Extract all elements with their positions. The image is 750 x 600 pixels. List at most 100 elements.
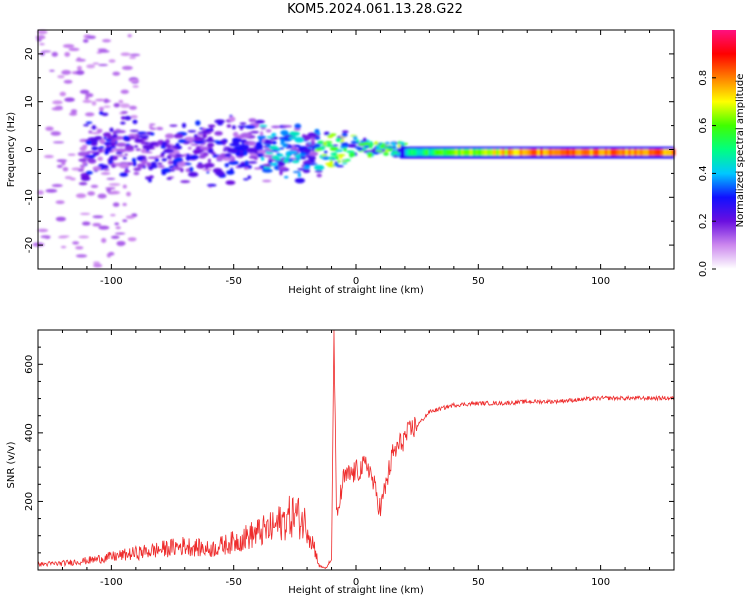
heatmap-cell bbox=[45, 188, 58, 193]
y-tick-label: -20 bbox=[24, 237, 35, 253]
heatmap-cell bbox=[342, 130, 349, 134]
heatmap-cell bbox=[140, 138, 149, 141]
heatmap-cell bbox=[134, 138, 143, 143]
heatmap-cell bbox=[79, 89, 90, 94]
heatmap-cell bbox=[121, 110, 128, 114]
heatmap-cell bbox=[341, 138, 345, 142]
heatmap-cell bbox=[416, 149, 421, 156]
heatmap-cell bbox=[387, 146, 395, 149]
heatmap-cell bbox=[407, 149, 412, 156]
heatmap-cell bbox=[498, 149, 503, 156]
heatmap-cell bbox=[214, 119, 226, 124]
heatmap-cell bbox=[97, 193, 107, 199]
heatmap-cell bbox=[64, 97, 75, 102]
heatmap-cell bbox=[539, 149, 544, 156]
heatmap-cell bbox=[519, 149, 523, 156]
heatmap-cell bbox=[337, 159, 341, 164]
chart-title: KOM5.2024.061.13.28.G22 bbox=[287, 2, 463, 17]
heatmap-cell bbox=[266, 140, 273, 145]
heatmap-cell bbox=[622, 149, 626, 156]
heatmap-cell bbox=[130, 115, 138, 119]
heatmap-cell bbox=[300, 153, 306, 157]
heatmap-cell bbox=[586, 149, 591, 156]
heatmap-cell bbox=[651, 149, 655, 156]
heatmap-cell bbox=[279, 170, 283, 176]
heatmap-cell bbox=[206, 183, 217, 187]
heatmap-cell bbox=[51, 51, 58, 57]
heatmap-cell bbox=[85, 140, 92, 145]
heatmap-cell bbox=[190, 143, 199, 146]
heatmap-cell bbox=[196, 163, 206, 169]
heatmap-cell bbox=[180, 180, 191, 183]
heatmap-cell bbox=[243, 178, 249, 181]
heatmap-cell bbox=[203, 139, 215, 143]
colorbar-gradient bbox=[712, 30, 736, 269]
heatmap-cell bbox=[356, 139, 360, 143]
heatmap-cell bbox=[598, 149, 603, 156]
colorbar: 0.0 0.2 0.4 0.6 0.8 Normalized spectral ampl… bbox=[698, 30, 746, 277]
heatmap-cell bbox=[211, 152, 216, 155]
heatmap-cell bbox=[311, 140, 316, 146]
heatmap-cell bbox=[98, 146, 105, 149]
heatmap-cell bbox=[75, 193, 87, 199]
heatmap-cell bbox=[457, 149, 462, 156]
heatmap-cell bbox=[160, 153, 165, 158]
heatmap-cell bbox=[297, 173, 301, 178]
colorbar-tick-label: 0.8 bbox=[698, 70, 709, 86]
heatmap-cell bbox=[315, 129, 319, 133]
heatmap-cell bbox=[248, 155, 258, 159]
heatmap-cell bbox=[149, 123, 156, 126]
heatmap-cell bbox=[207, 124, 216, 128]
heatmap-cell bbox=[43, 155, 54, 159]
heatmap-cell bbox=[557, 149, 561, 156]
heatmap-cell bbox=[448, 149, 453, 156]
heatmap-cell bbox=[207, 142, 215, 148]
heatmap-cell bbox=[372, 151, 380, 155]
heatmap-cell bbox=[271, 140, 277, 145]
heatmap-cell bbox=[108, 59, 116, 63]
heatmap-cell bbox=[495, 149, 500, 156]
heatmap-cell bbox=[404, 149, 409, 156]
heatmap-cell bbox=[132, 119, 138, 125]
heatmap-cell bbox=[84, 154, 96, 159]
heatmap-cell bbox=[246, 147, 258, 153]
heatmap-cell bbox=[551, 149, 556, 156]
heatmap-cell bbox=[172, 167, 183, 170]
heatmap-cell bbox=[120, 52, 131, 57]
heatmap-cell bbox=[124, 115, 132, 121]
heatmap-cell bbox=[220, 139, 226, 143]
heatmap-cell bbox=[245, 125, 256, 129]
heatmap-cell bbox=[63, 79, 73, 84]
snr-x-ticks: -100 -50 0 50 100 bbox=[37, 330, 675, 588]
heatmap-cell bbox=[147, 156, 158, 159]
heatmap-cell bbox=[398, 141, 405, 146]
heatmap-cell bbox=[314, 136, 321, 140]
heatmap-cell bbox=[188, 154, 199, 160]
heatmap-cell bbox=[168, 169, 176, 172]
heatmap-cell bbox=[548, 149, 553, 156]
heatmap-cell bbox=[202, 168, 213, 171]
heatmap-cell bbox=[149, 132, 155, 136]
heatmap-cell bbox=[113, 102, 120, 108]
heatmap-cell bbox=[141, 159, 148, 165]
y-tick-label: 0 bbox=[24, 146, 35, 152]
heatmap-cell bbox=[90, 141, 98, 146]
heatmap-cell bbox=[149, 127, 157, 130]
heatmap-cell bbox=[244, 160, 250, 166]
heatmap-cell bbox=[115, 148, 127, 153]
heatmap-cell bbox=[478, 149, 482, 156]
heatmap-cell bbox=[425, 149, 429, 156]
heatmap-cell bbox=[125, 215, 135, 219]
heatmap-cell bbox=[135, 148, 141, 152]
heatmap-cell bbox=[271, 132, 277, 137]
heatmap-cell bbox=[52, 141, 65, 144]
heatmap-cell bbox=[103, 141, 113, 146]
y-tick-label: 400 bbox=[24, 423, 35, 442]
heatmap-cell bbox=[122, 184, 127, 189]
heatmap-cell bbox=[440, 149, 444, 156]
snr-panel: -100 -50 0 50 100 200 400 600 Height of straig… bbox=[6, 329, 675, 596]
heatmap-cell bbox=[460, 149, 465, 156]
heatmap-cell bbox=[110, 235, 120, 239]
heatmap-cell bbox=[654, 149, 658, 156]
heatmap-cell bbox=[642, 149, 647, 156]
